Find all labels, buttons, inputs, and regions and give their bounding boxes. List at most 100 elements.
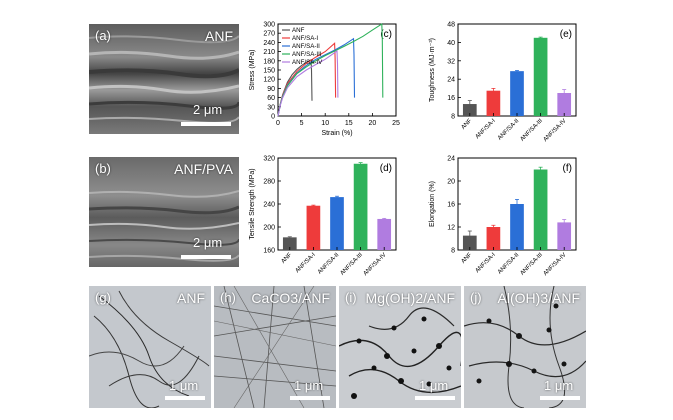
bar xyxy=(282,237,297,250)
x-tick-label: ANF/SA-I xyxy=(295,252,317,274)
y-tick-label: 90 xyxy=(267,86,275,93)
tem-texture-i xyxy=(339,286,461,408)
bar xyxy=(533,169,548,250)
tem-texture-h xyxy=(214,286,336,408)
x-tick-label: ANF/SA-III xyxy=(519,118,544,143)
y-tick-label: 150 xyxy=(263,68,275,75)
bar xyxy=(353,163,368,250)
bar xyxy=(533,37,548,116)
bar xyxy=(486,90,501,116)
legend-entry: ANF/SA-I xyxy=(292,35,318,42)
y-tick-label: 48 xyxy=(447,22,455,29)
y-tick-label: 120 xyxy=(263,77,275,84)
y-tick-label: 300 xyxy=(263,22,275,29)
bar xyxy=(486,227,501,250)
y-tick-label: 16 xyxy=(447,202,455,209)
y-tick-label: 320 xyxy=(263,156,275,163)
scale-text-j: 1 μm xyxy=(544,378,574,393)
bar xyxy=(330,197,344,250)
y-tick-label: 240 xyxy=(263,40,275,47)
panel-label-h: (h) xyxy=(220,290,236,305)
y-tick-label: 8 xyxy=(451,248,455,255)
bar xyxy=(462,235,477,250)
y-tick-label: 160 xyxy=(263,248,275,255)
legend-entry: ANF/SA-III xyxy=(292,51,322,58)
y-axis-label: Stress (MPa) xyxy=(249,50,256,91)
x-tick-label: ANF/SA-II xyxy=(317,252,341,276)
y-axis-label: Toughness (MJ·m⁻³) xyxy=(429,38,436,102)
y-tick-label: 30 xyxy=(267,104,275,111)
y-tick-label: 270 xyxy=(263,31,275,38)
x-tick-label: 0 xyxy=(276,120,280,127)
y-tick-label: 240 xyxy=(263,202,275,209)
series-line xyxy=(277,59,313,117)
y-tick-label: 60 xyxy=(267,95,275,102)
scale-bar-h xyxy=(290,396,330,400)
y-tick-label: 8 xyxy=(451,114,455,121)
bar xyxy=(462,104,477,116)
scale-text-g: 1 μm xyxy=(169,378,199,393)
x-tick-label: ANF/SA-III xyxy=(339,252,364,277)
series-line xyxy=(277,23,384,117)
panel-label: (d) xyxy=(380,163,392,174)
y-axis-label: Elongation (%) xyxy=(429,181,436,227)
x-tick-label: ANF/SA-II xyxy=(497,118,521,142)
y-tick-label: 40 xyxy=(447,40,455,47)
y-tick-label: 200 xyxy=(263,225,275,232)
x-tick-label: ANF/SA-III xyxy=(519,252,544,277)
y-tick-label: 32 xyxy=(447,58,455,65)
y-tick-label: 24 xyxy=(447,77,455,84)
x-tick-label: 15 xyxy=(345,120,353,127)
panel-title-j: Al(OH)3/ANF xyxy=(497,290,580,306)
x-tick-label: 10 xyxy=(321,120,329,127)
y-axis-label: Tensile Strength (MPa) xyxy=(249,168,256,239)
x-tick-label: 5 xyxy=(300,120,304,127)
x-tick-label: ANF/SA-IV xyxy=(543,252,568,277)
panel-label-b: (b) xyxy=(95,161,111,176)
y-tick-label: 12 xyxy=(447,225,455,232)
x-tick-label: ANF/SA-I xyxy=(475,118,497,140)
x-tick-label: ANF xyxy=(460,118,473,131)
panel-label-g: (g) xyxy=(95,290,111,305)
y-tick-label: 210 xyxy=(263,49,275,56)
panel-title-b: ANF/PVA xyxy=(174,161,233,177)
bar xyxy=(377,218,392,250)
scale-bar-b xyxy=(181,255,231,259)
sem-texture-a xyxy=(89,24,239,134)
tem-image-h: (h) CaCO3/ANF 1 μm xyxy=(214,286,336,408)
x-tick-label: 25 xyxy=(392,120,400,127)
panel-label: (f) xyxy=(563,163,572,174)
y-tick-label: 0 xyxy=(271,114,275,121)
panel-title-h: CaCO3/ANF xyxy=(251,290,330,306)
scale-text-i: 1 μm xyxy=(419,378,449,393)
scale-text-b: 2 μm xyxy=(193,235,223,250)
bar xyxy=(510,71,524,116)
x-tick-label: ANF/SA-IV xyxy=(363,252,388,277)
tensile-strength-chart: (d) 160 200 240 280 320 Tensile Strength (MPa)… xyxy=(249,156,397,277)
bar xyxy=(557,93,572,116)
panel-label-a: (a) xyxy=(95,28,111,43)
bar xyxy=(510,204,524,250)
scale-text-a: 2 μm xyxy=(193,102,223,117)
y-tick-label: 280 xyxy=(263,179,275,186)
sem-image-a: (a) ANF 2 μm xyxy=(89,24,239,134)
legend-entry: ANF/SA-II xyxy=(292,43,320,50)
bar xyxy=(306,205,321,250)
tem-image-j: (j) Al(OH)3/ANF 1 μm xyxy=(464,286,586,408)
series-line xyxy=(277,49,339,117)
scale-text-h: 1 μm xyxy=(294,378,324,393)
tem-texture-g xyxy=(89,286,211,408)
y-tick-label: 180 xyxy=(263,58,275,65)
x-tick-label: ANF/SA-I xyxy=(475,252,497,274)
sem-texture-b xyxy=(89,157,239,267)
x-axis-label: Strain (%) xyxy=(321,130,352,137)
panel-label: (c) xyxy=(380,29,392,40)
panel-label: (e) xyxy=(560,29,572,40)
legend-entry: ANF/SA-IV xyxy=(292,59,323,66)
scale-bar-i xyxy=(415,396,455,400)
sem-image-b: (b) ANF/PVA 2 μm xyxy=(89,157,239,267)
panel-title-i: Mg(OH)2/ANF xyxy=(365,290,455,306)
